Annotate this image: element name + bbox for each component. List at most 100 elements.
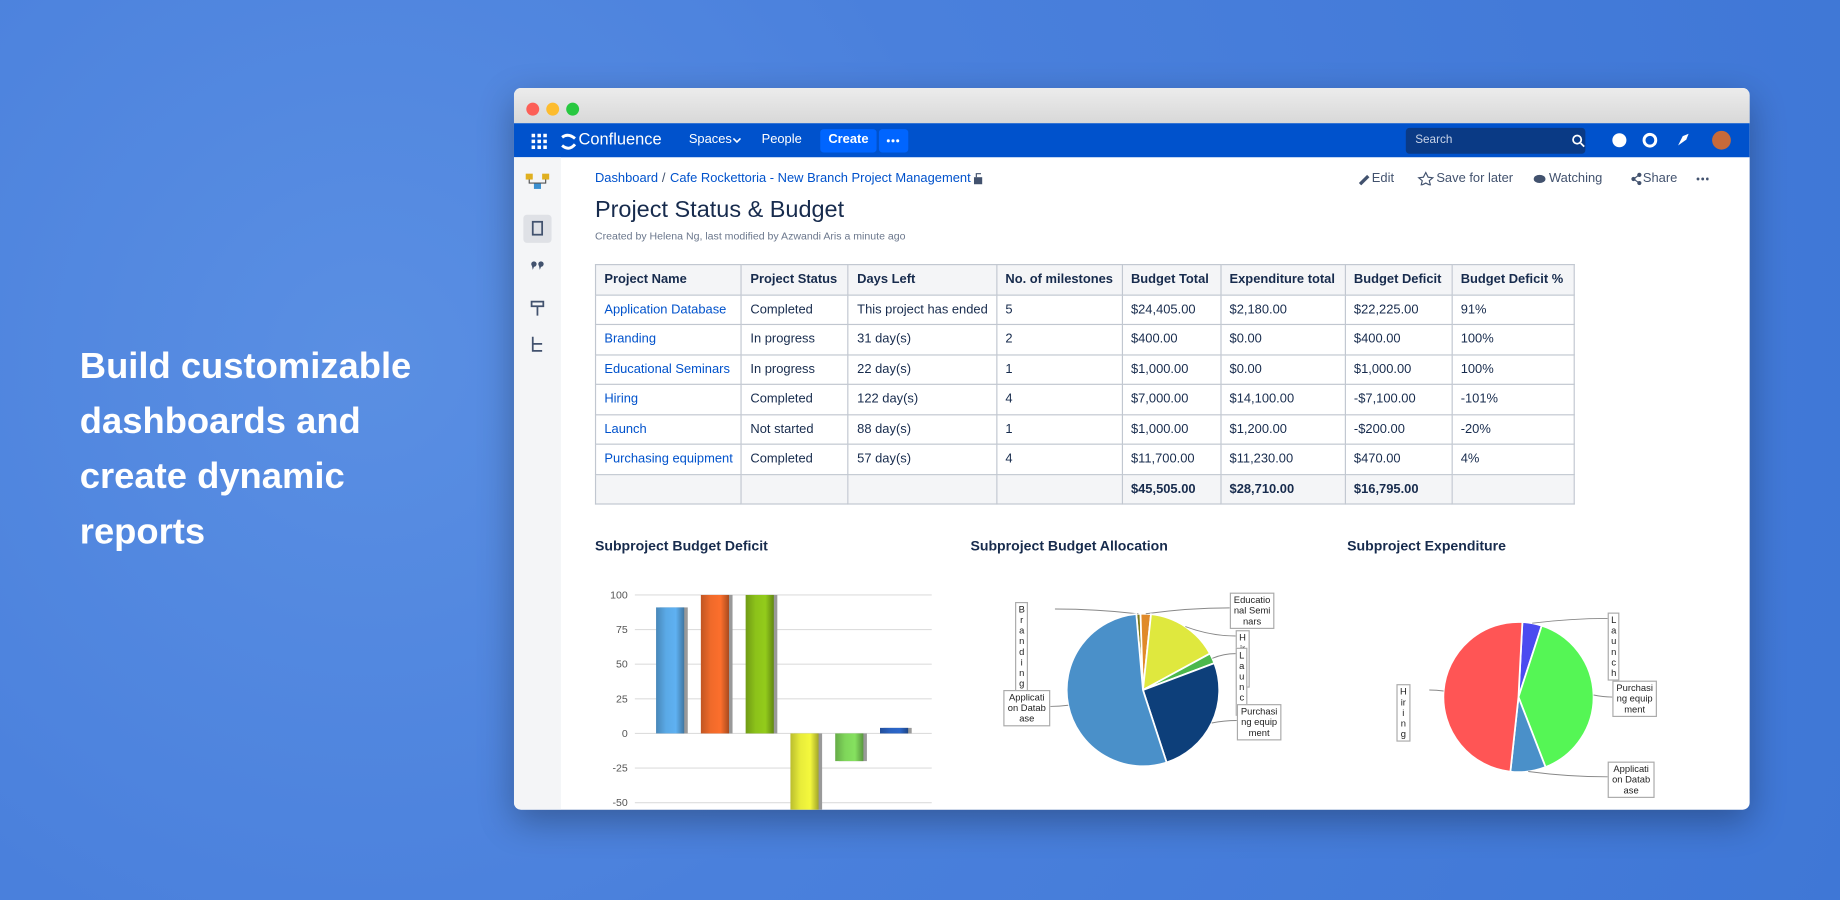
- leader-line: [1429, 689, 1444, 692]
- cell: -101%: [1451, 383, 1575, 415]
- tree-icon[interactable]: [531, 336, 543, 352]
- byline: Created by Helena Ng, last modified by A…: [594, 230, 906, 242]
- project-link[interactable]: Purchasing equipment: [604, 452, 733, 467]
- create-label[interactable]: Create: [828, 132, 869, 147]
- nav-icons: [531, 127, 1731, 154]
- spaces-menu[interactable]: Spaces: [688, 132, 732, 147]
- cell: Branding: [594, 323, 743, 355]
- search-icon-handle: [1580, 142, 1585, 148]
- totals-row: $45,505.00 $28,710.00 $16,795.00: [594, 473, 1575, 505]
- avatar[interactable]: [1712, 130, 1731, 150]
- pie-label: Purchasing equipment: [1612, 680, 1657, 717]
- leader-line: [1054, 608, 1139, 615]
- edit-button[interactable]: Edit: [1371, 171, 1395, 186]
- people-link[interactable]: People: [761, 132, 802, 147]
- total-cell: $45,505.00: [1121, 473, 1222, 505]
- pie-slice: [1517, 624, 1595, 769]
- table-row: Purchasing equipment Completed 57 day(s) 4 $…: [594, 443, 1575, 475]
- leader-line: [1211, 720, 1237, 724]
- cell: $1,200.00: [1220, 413, 1346, 445]
- star-icon[interactable]: [1417, 171, 1435, 186]
- edit-icon[interactable]: [1358, 174, 1370, 186]
- column-header: Budget Total: [1121, 264, 1222, 296]
- more-actions[interactable]: [1696, 177, 1709, 181]
- pie-label: Educational Seminars: [1229, 592, 1275, 629]
- cell: 5: [996, 293, 1123, 326]
- bar: [700, 594, 730, 734]
- pages-icon[interactable]: [531, 220, 544, 236]
- watch-icon[interactable]: [1533, 174, 1546, 184]
- zoom-dot[interactable]: [566, 102, 580, 116]
- page-title: Project Status & Budget: [594, 197, 845, 223]
- project-link[interactable]: Launch: [604, 422, 647, 437]
- y-tick-label: 25: [616, 693, 628, 705]
- more-dots[interactable]: [886, 139, 900, 143]
- confluence-logo[interactable]: [561, 133, 577, 150]
- minimize-dot[interactable]: [546, 102, 560, 116]
- notifications-icon[interactable]: [1678, 133, 1689, 146]
- header-row: Project Name Project Status Days Left No. o…: [594, 264, 1575, 296]
- pie-label: Application Database: [1003, 690, 1051, 727]
- brand[interactable]: Confluence: [578, 129, 662, 148]
- breadcrumb-link[interactable]: Cafe Rockettoria - New Branch Project Ma…: [670, 171, 971, 186]
- column-header: Project Name: [594, 264, 743, 296]
- settings-icon[interactable]: [1642, 132, 1658, 148]
- y-tick-label: 0: [622, 728, 628, 740]
- share-icon[interactable]: [1631, 172, 1642, 186]
- browser-window: Confluence Spaces People Create Search D…: [513, 88, 1750, 810]
- chart-title: Subproject Expenditure: [1347, 537, 1506, 554]
- cell: $1,000.00: [1121, 353, 1222, 385]
- save-button[interactable]: Save for later: [1436, 171, 1514, 186]
- spaces-chevron[interactable]: [732, 137, 741, 144]
- watch-button[interactable]: Watching: [1548, 171, 1603, 186]
- cell: In progress: [741, 353, 849, 385]
- bar: [790, 733, 819, 810]
- app-switcher[interactable]: [531, 133, 547, 150]
- column-header: Days Left: [847, 264, 998, 296]
- search-icon[interactable]: [1572, 134, 1583, 145]
- pie-label: Branding: [1015, 601, 1029, 692]
- table-row: Branding In progress 31 day(s) 2 $400.00 $0.0…: [594, 323, 1575, 355]
- cell: 100%: [1451, 353, 1575, 385]
- cell: 2: [996, 323, 1123, 355]
- cell: 4: [996, 383, 1123, 415]
- create-button[interactable]: [820, 129, 877, 153]
- space-logo[interactable]: [525, 173, 550, 189]
- empty-cell: [996, 473, 1123, 505]
- blog-icon[interactable]: [531, 261, 544, 270]
- pages-active[interactable]: [523, 214, 552, 243]
- column-header: Budget Deficit %: [1451, 264, 1575, 296]
- pie-label: Application Database: [1607, 761, 1655, 798]
- project-link[interactable]: Branding: [604, 332, 657, 347]
- share-button[interactable]: Share: [1642, 171, 1678, 186]
- help-icon[interactable]: [1612, 133, 1627, 148]
- charts: 100 75 50 25 0 -25 -50: [610, 589, 1613, 810]
- cell: Purchasing equipment: [594, 443, 743, 475]
- title-bar: [513, 88, 1750, 124]
- pie-slice: [1065, 613, 1168, 768]
- tagline: Build customizable dashboards and create…: [79, 345, 412, 552]
- pie-label: Purchasing equipment: [1236, 704, 1282, 741]
- project-link[interactable]: Application Database: [604, 302, 727, 317]
- shortcuts-icon[interactable]: [530, 300, 545, 316]
- window-controls[interactable]: [514, 88, 596, 123]
- breadcrumb-separator: /: [661, 171, 666, 186]
- cell: $2,180.00: [1220, 293, 1346, 326]
- empty-cell: [1451, 473, 1575, 505]
- search-placeholder[interactable]: Search: [1415, 133, 1453, 147]
- restrictions-icon[interactable]: [972, 171, 986, 185]
- cell: 122 day(s): [847, 383, 998, 415]
- cell: -20%: [1451, 413, 1575, 445]
- pie-slice: [1141, 661, 1221, 764]
- project-link[interactable]: Hiring: [604, 392, 639, 407]
- project-link[interactable]: Educational Seminars: [604, 362, 730, 377]
- cell: Not started: [741, 413, 849, 445]
- cell: 91%: [1451, 293, 1575, 326]
- breadcrumb-link[interactable]: Dashboard: [594, 171, 659, 186]
- column-header: Project Status: [741, 264, 849, 296]
- search-box[interactable]: [1405, 127, 1586, 154]
- cell: -$200.00: [1344, 413, 1453, 445]
- close-dot[interactable]: [526, 102, 540, 116]
- table-row: Application Database Completed This projec…: [594, 293, 1575, 326]
